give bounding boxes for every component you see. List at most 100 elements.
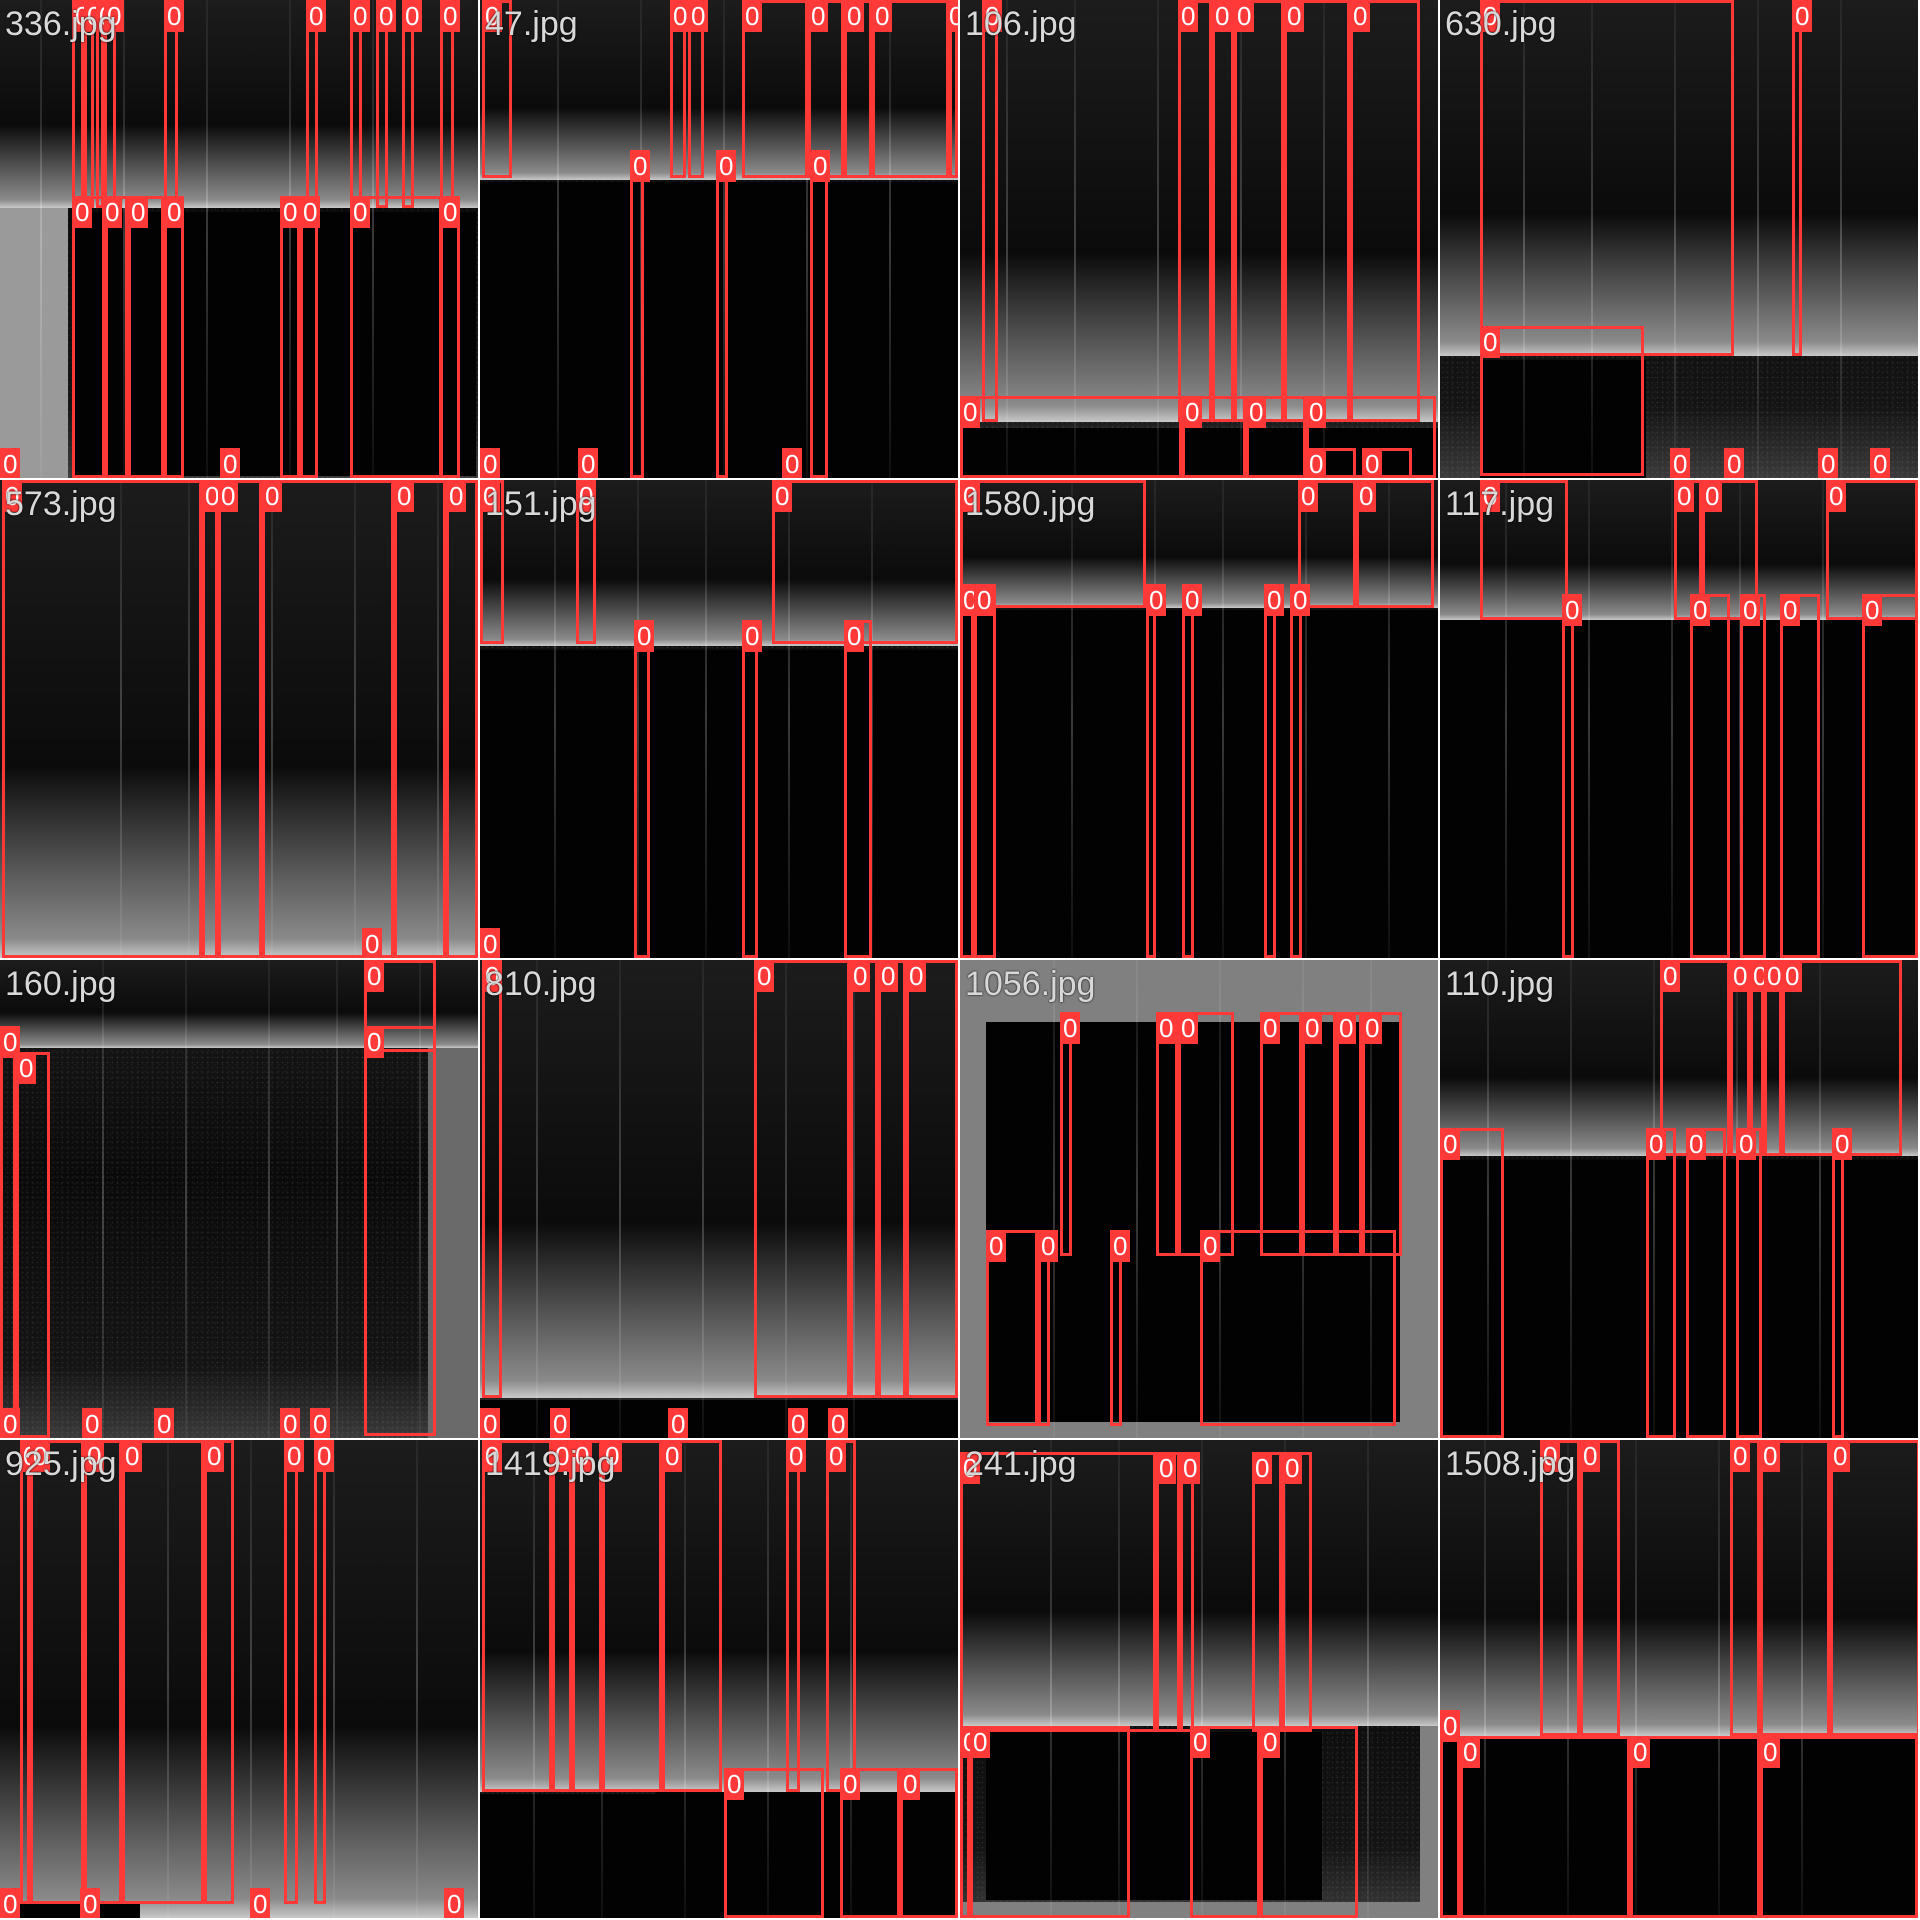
detection-box: 0	[1702, 480, 1758, 620]
class-tag: 0	[1690, 594, 1711, 626]
class-tag: 0	[1178, 1012, 1199, 1044]
class-tag: 0	[844, 0, 865, 32]
class-tag: 0	[164, 196, 185, 228]
signal-streak	[1505, 480, 1507, 958]
detection-box: 0	[262, 480, 394, 958]
spectrogram-segment	[986, 1732, 1322, 1900]
mosaic-tile: 0 0 0 0 0 0 0 151.jpg	[480, 480, 958, 958]
spectrogram-band	[0, 480, 478, 958]
detection-box: 0	[1284, 0, 1350, 422]
signal-streak	[1006, 0, 1008, 478]
signal-streak	[1674, 0, 1676, 478]
signal-streak	[167, 1440, 169, 1918]
signal-streak	[416, 1440, 418, 1918]
class-tag: 0	[280, 196, 301, 228]
class-tag: 0	[1282, 1452, 1303, 1484]
class-tag: 0	[1830, 1440, 1851, 1472]
detection-box: 0	[440, 196, 461, 478]
detection-box: 0	[844, 620, 872, 958]
signal-streak	[1071, 480, 1073, 958]
signal-streak	[1718, 1440, 1720, 1918]
signal-streak	[120, 480, 122, 958]
class-tag: 0	[480, 448, 501, 478]
class-tag: 0	[986, 1230, 1007, 1262]
class-tag: 0	[724, 1768, 745, 1800]
signal-streak	[1570, 960, 1572, 1438]
class-tag: 0	[1260, 1726, 1281, 1758]
detection-box: 0	[788, 1408, 809, 1438]
signal-streak	[1370, 960, 1372, 1438]
spectrogram-segment	[1440, 1160, 1918, 1438]
spectrogram-segment	[1480, 360, 1646, 478]
detection-box: 0	[1862, 594, 1918, 958]
tile-filename: 151.jpg	[485, 485, 597, 523]
detection-box: 0	[662, 1440, 722, 1792]
detection-box: 0	[280, 196, 301, 478]
signal-streak	[684, 1440, 686, 1918]
class-tag: 0	[578, 448, 599, 478]
class-tag: 0	[970, 1726, 991, 1758]
detection-box: 0	[772, 480, 958, 644]
detection-box: 0	[444, 1888, 465, 1918]
detection-box: 0	[872, 0, 952, 178]
detection-box: 0	[1690, 594, 1730, 958]
class-tag: 0	[128, 196, 149, 228]
tile-filename: 1508.jpg	[1445, 1445, 1576, 1483]
class-tag: 0	[1724, 448, 1745, 478]
class-tag: 0	[402, 0, 423, 32]
signal-streak	[1284, 1440, 1286, 1918]
class-tag: 0	[688, 0, 709, 32]
detection-box: 0	[1480, 480, 1568, 620]
detection-box: 0	[1540, 1440, 1580, 1736]
class-tag: 0	[1764, 960, 1785, 992]
class-tag: 0	[754, 960, 775, 992]
class-tag: 0	[0, 1408, 21, 1438]
class-tag: 0	[1782, 960, 1803, 992]
class-tag: 0	[480, 1408, 501, 1438]
detection-box: 0	[1646, 1128, 1676, 1438]
class-tag: 0	[1246, 396, 1267, 428]
detection-box: 0	[1260, 1012, 1302, 1256]
class-tag: 0	[810, 150, 831, 182]
class-tag: 0	[1200, 1230, 1221, 1262]
detection-box: 0	[0, 448, 21, 478]
class-tag: 0	[1156, 1452, 1177, 1484]
class-tag: 0	[1818, 448, 1839, 478]
detection-box: 0	[1440, 1128, 1504, 1438]
class-tag: 0	[310, 1408, 331, 1438]
detection-box: 0	[30, 1440, 84, 1904]
detection-box: 0	[1760, 1736, 1918, 1918]
class-tag: 0	[1646, 1128, 1667, 1160]
class-tag: 0	[364, 960, 385, 992]
padding-region	[960, 1902, 1438, 1918]
detection-box: 0	[1350, 0, 1420, 422]
detection-box: 0	[364, 960, 436, 1052]
class-tag: 0	[1580, 1440, 1601, 1472]
class-tag: 0	[826, 1440, 847, 1472]
class-tag: 0	[1480, 0, 1501, 32]
class-tag: 0	[440, 196, 461, 228]
spectrogram-segment	[1440, 620, 1918, 958]
detection-box: 0	[1480, 326, 1644, 476]
signal-streak	[702, 960, 704, 1438]
class-tag: 0	[1260, 1012, 1281, 1044]
class-tag: 0	[828, 1408, 849, 1438]
detection-box: 0	[716, 150, 737, 478]
detection-box: 0	[1686, 1128, 1726, 1438]
detection-box: 0	[446, 480, 478, 958]
class-tag: 0	[306, 0, 327, 32]
signal-streak	[1201, 1440, 1203, 1918]
detection-box: 0	[1180, 1452, 1201, 1732]
class-tag: 0	[1234, 0, 1255, 32]
detection-box: 0	[960, 584, 981, 958]
mosaic-tile: 0 0 0 0 0 0 0 0 0 160.jpg	[0, 960, 478, 1438]
class-tag: 0	[482, 0, 503, 32]
detection-box: 0	[1200, 1230, 1396, 1426]
class-tag: 0	[716, 150, 737, 182]
spectrogram-band	[480, 480, 958, 646]
detection-box: 0	[376, 0, 397, 208]
detection-box: 0	[440, 0, 461, 208]
detection-box: 0	[1750, 960, 1771, 1156]
class-tag: 0	[164, 0, 185, 32]
detection-box: 0	[572, 1440, 602, 1792]
